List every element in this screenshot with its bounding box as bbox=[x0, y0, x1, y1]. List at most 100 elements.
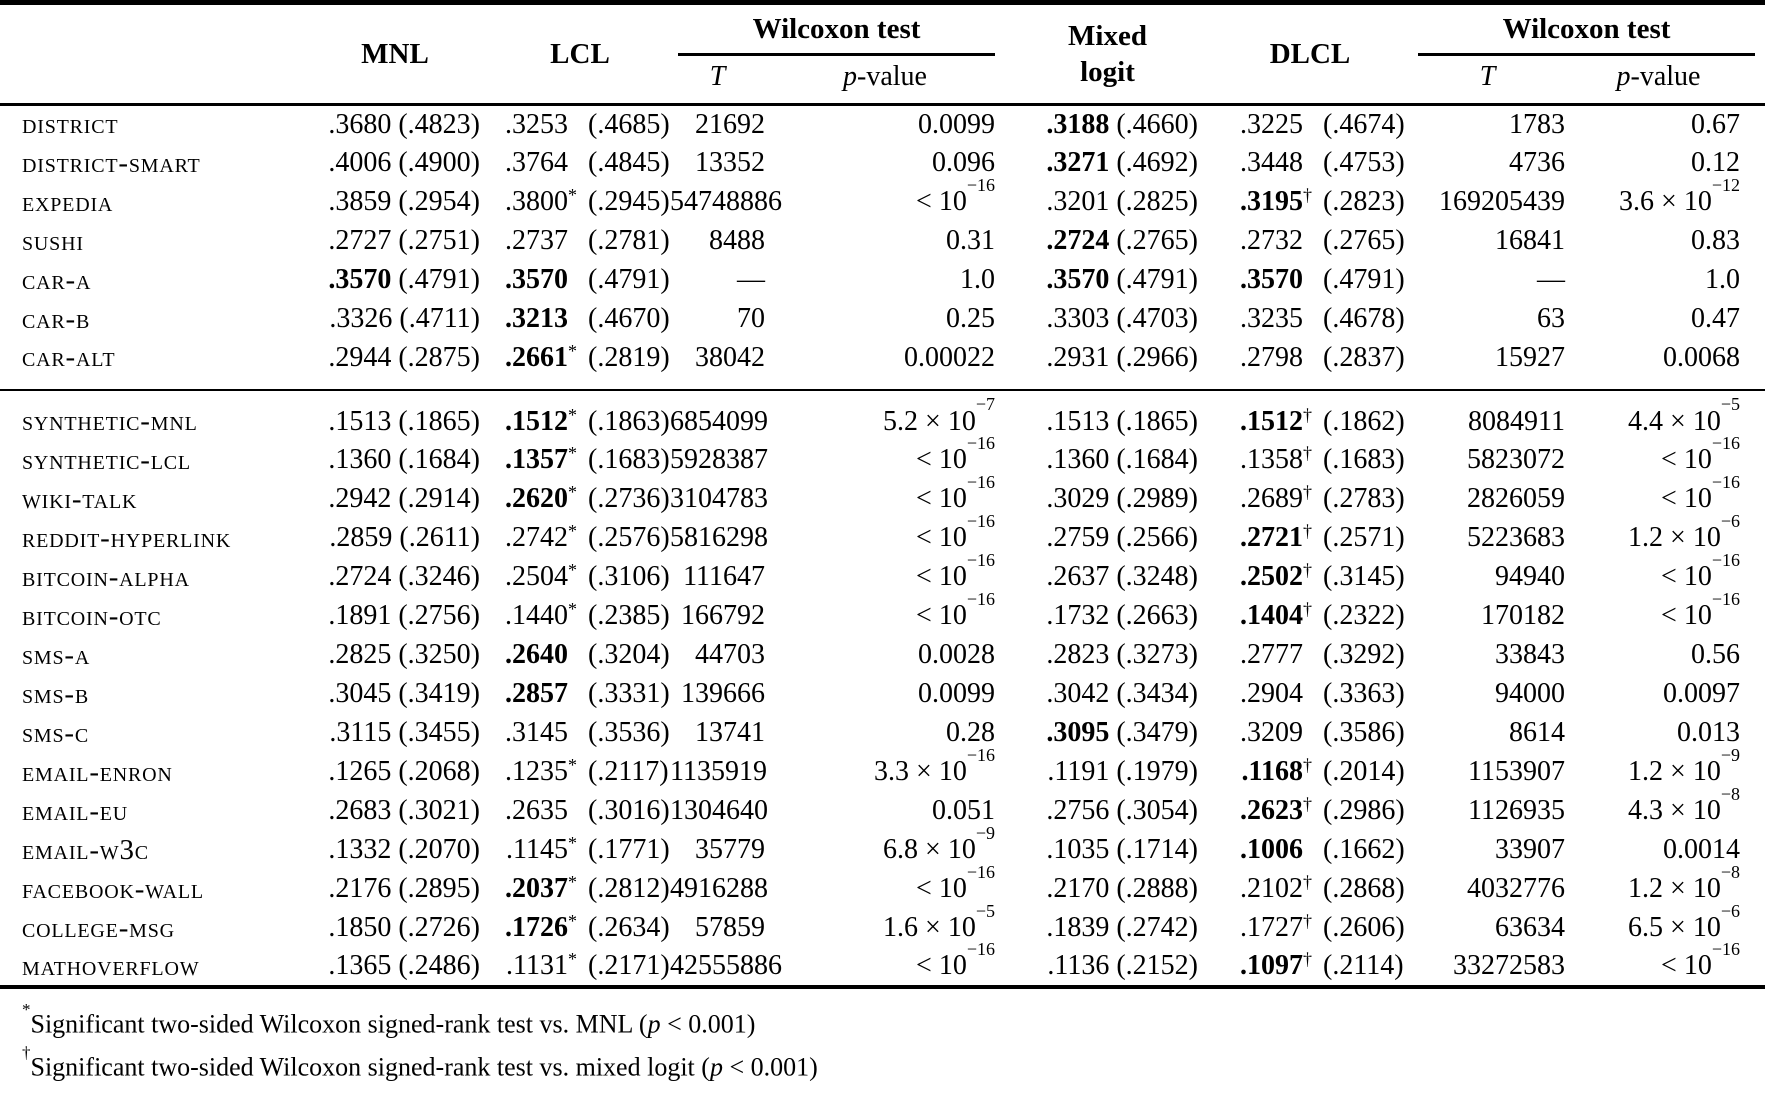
cell-wilcoxon2-pvalue: 6.5 × 10−6 bbox=[1628, 900, 1740, 943]
stddev: (.2014) bbox=[1323, 756, 1405, 787]
cell-mixed-logit: .1035 (.1714) bbox=[1005, 831, 1210, 870]
stddev: (.2868) bbox=[1323, 873, 1405, 904]
stddev: (.4692) bbox=[1116, 147, 1198, 178]
value: .3448 bbox=[1240, 147, 1303, 178]
cell-dlcl: .1358† (.1683) bbox=[1210, 441, 1410, 480]
row-label: sms-b bbox=[22, 677, 90, 710]
table-body: district .3680 (.4823) .3253 (.4685) 21692 0.… bbox=[0, 105, 1765, 987]
cell-mixed-logit: .3201 (.2825) bbox=[1005, 183, 1210, 222]
results-table: MNL LCL Wilcoxon test Mixed logit DLCL W… bbox=[0, 0, 1765, 987]
cell-dlcl: .3209 (.3586) bbox=[1210, 714, 1410, 753]
stddev: (.4670) bbox=[588, 303, 670, 334]
value: .1131 bbox=[506, 950, 568, 981]
exponent: −16 bbox=[1711, 549, 1740, 570]
value: .4006 bbox=[328, 147, 392, 178]
cell-wilcoxon2-pvalue: < 10−16 bbox=[1661, 938, 1740, 981]
value: .3271 bbox=[1046, 147, 1110, 178]
value: .3570 bbox=[505, 264, 568, 295]
cell-wilcoxon1-pvalue: < 10−16 bbox=[916, 938, 995, 981]
stddev: (.3248) bbox=[1116, 561, 1198, 592]
table-row: synthetic-lcl .1360 (.1684) .1357* (.1683) 5… bbox=[0, 434, 1765, 480]
stddev: (.3106) bbox=[588, 561, 670, 592]
value: .1404 bbox=[1240, 600, 1303, 631]
mixed-logit-line2: logit bbox=[1080, 56, 1135, 88]
exponent: −16 bbox=[966, 588, 995, 609]
stddev: (.4685) bbox=[588, 108, 670, 140]
stddev: (.2742) bbox=[1116, 912, 1198, 943]
cell-wilcoxon2-t: 33907 bbox=[1495, 834, 1565, 865]
cell-wilcoxon2-t: 4032776 bbox=[1467, 873, 1565, 904]
stddev: (.4753) bbox=[1323, 147, 1405, 178]
cell-mnl: .1360 (.1684) bbox=[300, 441, 490, 480]
stddev: (.3246) bbox=[398, 561, 480, 592]
cell-wilcoxon1-pvalue: 0.0099 bbox=[918, 678, 995, 709]
stddev: (.1662) bbox=[1323, 834, 1405, 865]
stddev: (.2611) bbox=[399, 522, 480, 553]
stddev: (.2888) bbox=[1116, 873, 1198, 904]
value: .2759 bbox=[1046, 522, 1110, 553]
dagger-marker: † bbox=[1303, 185, 1312, 205]
cell-mnl: .4006 (.4900) bbox=[300, 144, 490, 183]
cell-lcl: .1357* (.1683) bbox=[490, 441, 670, 480]
value: .1136 bbox=[1047, 950, 1110, 981]
col-header-mixed-logit: Mixed logit bbox=[1005, 3, 1210, 105]
value: .1332 bbox=[328, 834, 392, 865]
stddev: (.4791) bbox=[588, 264, 670, 295]
cell-mnl: .2724 (.3246) bbox=[300, 558, 490, 597]
table-row: car-b .3326 (.4711) .3213 (.4670) 70 0.25 .330… bbox=[0, 300, 1765, 339]
stddev: (.2875) bbox=[398, 341, 480, 373]
dagger-marker: † bbox=[1303, 443, 1312, 463]
cell-lcl: .1145* (.1771) bbox=[490, 831, 670, 870]
cell-wilcoxon2-t: 33843 bbox=[1495, 639, 1565, 670]
cell-wilcoxon2-pvalue: 0.12 bbox=[1691, 147, 1740, 178]
value: .2170 bbox=[1046, 873, 1110, 904]
value: .2859 bbox=[329, 522, 393, 553]
col-header-pvalue-2: p-value bbox=[1616, 60, 1701, 92]
stddev: (.3292) bbox=[1323, 639, 1405, 670]
value: .2724 bbox=[328, 561, 392, 592]
stddev: (.2736) bbox=[588, 483, 670, 514]
exponent: −8 bbox=[1720, 783, 1740, 804]
footnote-mixed-logit: †Significant two-sided Wilcoxon signed-r… bbox=[22, 1043, 818, 1082]
wilcoxon-1-label: Wilcoxon test bbox=[678, 13, 995, 56]
table-row: facebook-wall .2176 (.2895) .2037* (.2812) 4… bbox=[0, 863, 1765, 909]
cell-wilcoxon2-t: 2826059 bbox=[1467, 483, 1565, 514]
cell-wilcoxon2-pvalue: 1.2 × 10−6 bbox=[1628, 510, 1740, 553]
cell-mixed-logit: .3303 (.4703) bbox=[1005, 300, 1210, 339]
cell-wilcoxon1-t: 57859 bbox=[695, 912, 765, 943]
cell-wilcoxon2-pvalue: 0.67 bbox=[1691, 108, 1740, 140]
cell-wilcoxon1-t: 1304640 bbox=[670, 795, 768, 826]
stddev: (.1684) bbox=[398, 444, 480, 475]
cell-wilcoxon1-pvalue: 0.096 bbox=[932, 147, 995, 178]
value: .2689 bbox=[1240, 483, 1303, 514]
col-header-t-2: T bbox=[1479, 60, 1496, 92]
asterisk-marker: * bbox=[568, 833, 577, 853]
value: .2942 bbox=[328, 483, 392, 514]
cell-lcl: .2737 (.2781) bbox=[490, 222, 670, 261]
stddev: (.2571) bbox=[1323, 522, 1405, 553]
cell-wilcoxon1-t: 166792 bbox=[681, 600, 765, 631]
stddev: (.1979) bbox=[1116, 756, 1198, 787]
exponent: −9 bbox=[1720, 744, 1740, 765]
value: .3195 bbox=[1240, 186, 1303, 217]
cell-wilcoxon2-t: 33272583 bbox=[1453, 950, 1565, 981]
stddev: (.2152) bbox=[1116, 950, 1198, 981]
value: .1145 bbox=[506, 834, 568, 865]
exponent: −7 bbox=[975, 394, 995, 415]
cell-mnl: .3859 (.2954) bbox=[300, 183, 490, 222]
cell-lcl: .1512* (.1863) bbox=[490, 388, 670, 441]
value: .1726 bbox=[505, 912, 568, 943]
value: .1440 bbox=[505, 600, 568, 631]
stddev: (.3054) bbox=[1116, 795, 1198, 826]
table-row: email-w3c .1332 (.2070) .1145* (.1771) 35779… bbox=[0, 824, 1765, 870]
stddev: (.2823) bbox=[1323, 186, 1405, 217]
dagger-marker: † bbox=[1303, 599, 1312, 619]
stddev: (.4791) bbox=[398, 264, 480, 295]
cell-wilcoxon2-pvalue: 4.3 × 10−8 bbox=[1628, 783, 1740, 826]
value: .2661 bbox=[505, 341, 568, 373]
value: .1512 bbox=[1240, 405, 1303, 437]
stddev: (.2819) bbox=[588, 341, 670, 373]
cell-wilcoxon1-t: — bbox=[737, 264, 765, 295]
value: .3303 bbox=[1046, 303, 1110, 334]
table-row: mathoverflow .1365 (.2486) .1131* (.2171) 42… bbox=[0, 938, 1765, 987]
